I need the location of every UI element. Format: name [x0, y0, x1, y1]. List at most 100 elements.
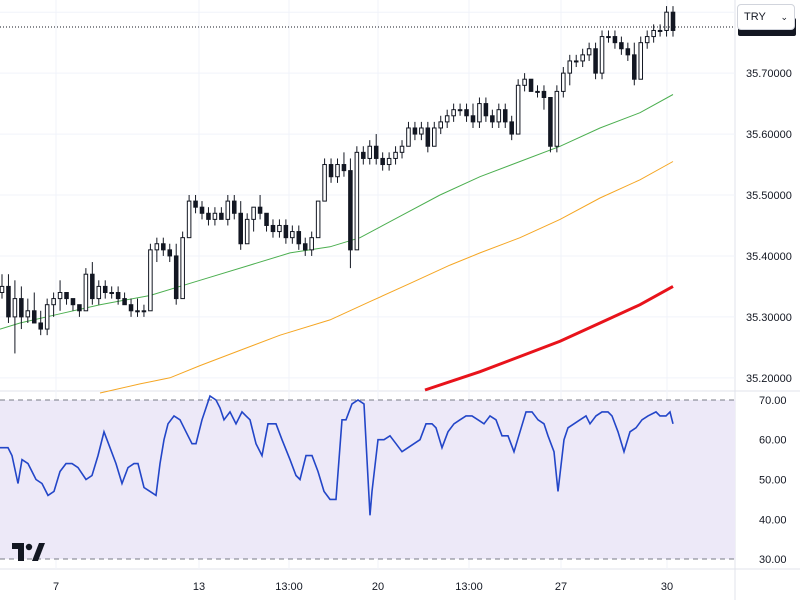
candle: [354, 146, 360, 251]
time-tick-label: 27: [555, 581, 567, 593]
candle-body: [19, 298, 24, 318]
candle: [77, 304, 82, 317]
candle: [393, 146, 398, 165]
time-tick-label: 13: [193, 581, 205, 593]
candle-body: [580, 54, 585, 62]
rsi-tick-label: 70.00: [759, 395, 787, 407]
candle: [309, 231, 314, 256]
price-axis[interactable]: 35.8000035.7000035.6000035.5000035.40000…: [746, 7, 792, 385]
candle-body: [302, 243, 308, 251]
rsi-indicator: [0, 394, 674, 516]
candle: [496, 103, 502, 128]
price-tick-label: 35.20000: [746, 373, 792, 385]
candle: [399, 140, 405, 159]
candle: [90, 262, 95, 305]
candle-body: [0, 285, 5, 293]
candle: [541, 85, 547, 110]
candle-body: [12, 298, 18, 318]
time-tick-label: 30: [661, 581, 673, 593]
candle: [509, 115, 514, 141]
candle: [31, 292, 37, 324]
candle-body: [77, 304, 82, 312]
candle-body: [283, 224, 289, 239]
time-tick-label: 13:00: [455, 581, 483, 593]
candle: [0, 274, 5, 299]
rsi-axis[interactable]: 70.00 60.00 50.00 40.00 30.00: [759, 395, 787, 566]
rsi-line: [0, 394, 674, 516]
candle: [180, 231, 185, 300]
candle-body: [64, 292, 69, 300]
candle: [335, 158, 340, 183]
candle-body: [148, 249, 153, 312]
candle: [57, 280, 63, 311]
candle-body: [109, 292, 114, 294]
candle: [419, 121, 424, 141]
candle-body: [348, 170, 353, 251]
candle-body: [270, 224, 276, 233]
candle: [102, 280, 108, 299]
candle: [270, 219, 276, 238]
candle: [561, 67, 566, 98]
candle-body: [548, 97, 553, 147]
candle: [528, 78, 534, 92]
candle: [212, 207, 218, 226]
candle-body: [386, 157, 392, 166]
candle: [128, 298, 134, 317]
candle: [412, 121, 418, 141]
candle-body: [128, 304, 134, 312]
candle: [25, 298, 31, 323]
time-tick-label: 13:00: [275, 581, 303, 593]
candle-body: [593, 48, 598, 74]
candle-body: [264, 212, 269, 226]
candle-body: [612, 36, 618, 44]
candle: [432, 121, 437, 147]
time-axis[interactable]: 7 13 13:00 20 13:00 27 30: [53, 581, 673, 593]
candle: [206, 207, 211, 226]
candle-body: [335, 164, 340, 178]
candle: [457, 103, 463, 116]
candle-body: [315, 200, 321, 239]
candle-body: [96, 285, 102, 300]
candle: [315, 200, 321, 239]
candle-body: [115, 292, 121, 300]
candle-body: [522, 78, 527, 86]
candle: [296, 225, 302, 250]
moving-average-line: [424, 285, 674, 392]
candle-body: [212, 212, 218, 220]
candle-body: [657, 29, 663, 32]
candle: [425, 121, 431, 153]
currency-select[interactable]: TRY ⌄: [737, 4, 795, 30]
candle: [64, 292, 69, 305]
candle: [670, 6, 676, 37]
candle-body: [57, 292, 63, 300]
candle: [51, 292, 56, 317]
price-tick-label: 35.30000: [746, 312, 792, 324]
candle-body: [251, 206, 256, 220]
candle: [664, 6, 669, 37]
candle: [70, 298, 76, 311]
candle: [225, 195, 231, 226]
candle-body: [296, 231, 302, 245]
candle-body: [432, 127, 437, 147]
candle-body: [186, 200, 192, 239]
candle-body: [535, 90, 540, 93]
candle: [567, 54, 573, 86]
candle-body: [367, 145, 373, 159]
tradingview-logo-icon[interactable]: [10, 541, 46, 565]
candle: [612, 30, 618, 49]
candle: [302, 237, 308, 256]
candle: [464, 103, 469, 122]
candle-body: [122, 298, 127, 306]
candle: [625, 42, 631, 61]
candle-body: [180, 237, 185, 300]
rsi-tick-label: 60.00: [759, 435, 787, 447]
candle-body: [206, 212, 211, 220]
candle-body: [244, 218, 250, 245]
candle-body: [515, 84, 521, 135]
candle-body: [380, 157, 385, 166]
candle: [341, 152, 347, 177]
candle-body: [457, 109, 463, 112]
candle-body: [670, 11, 676, 31]
